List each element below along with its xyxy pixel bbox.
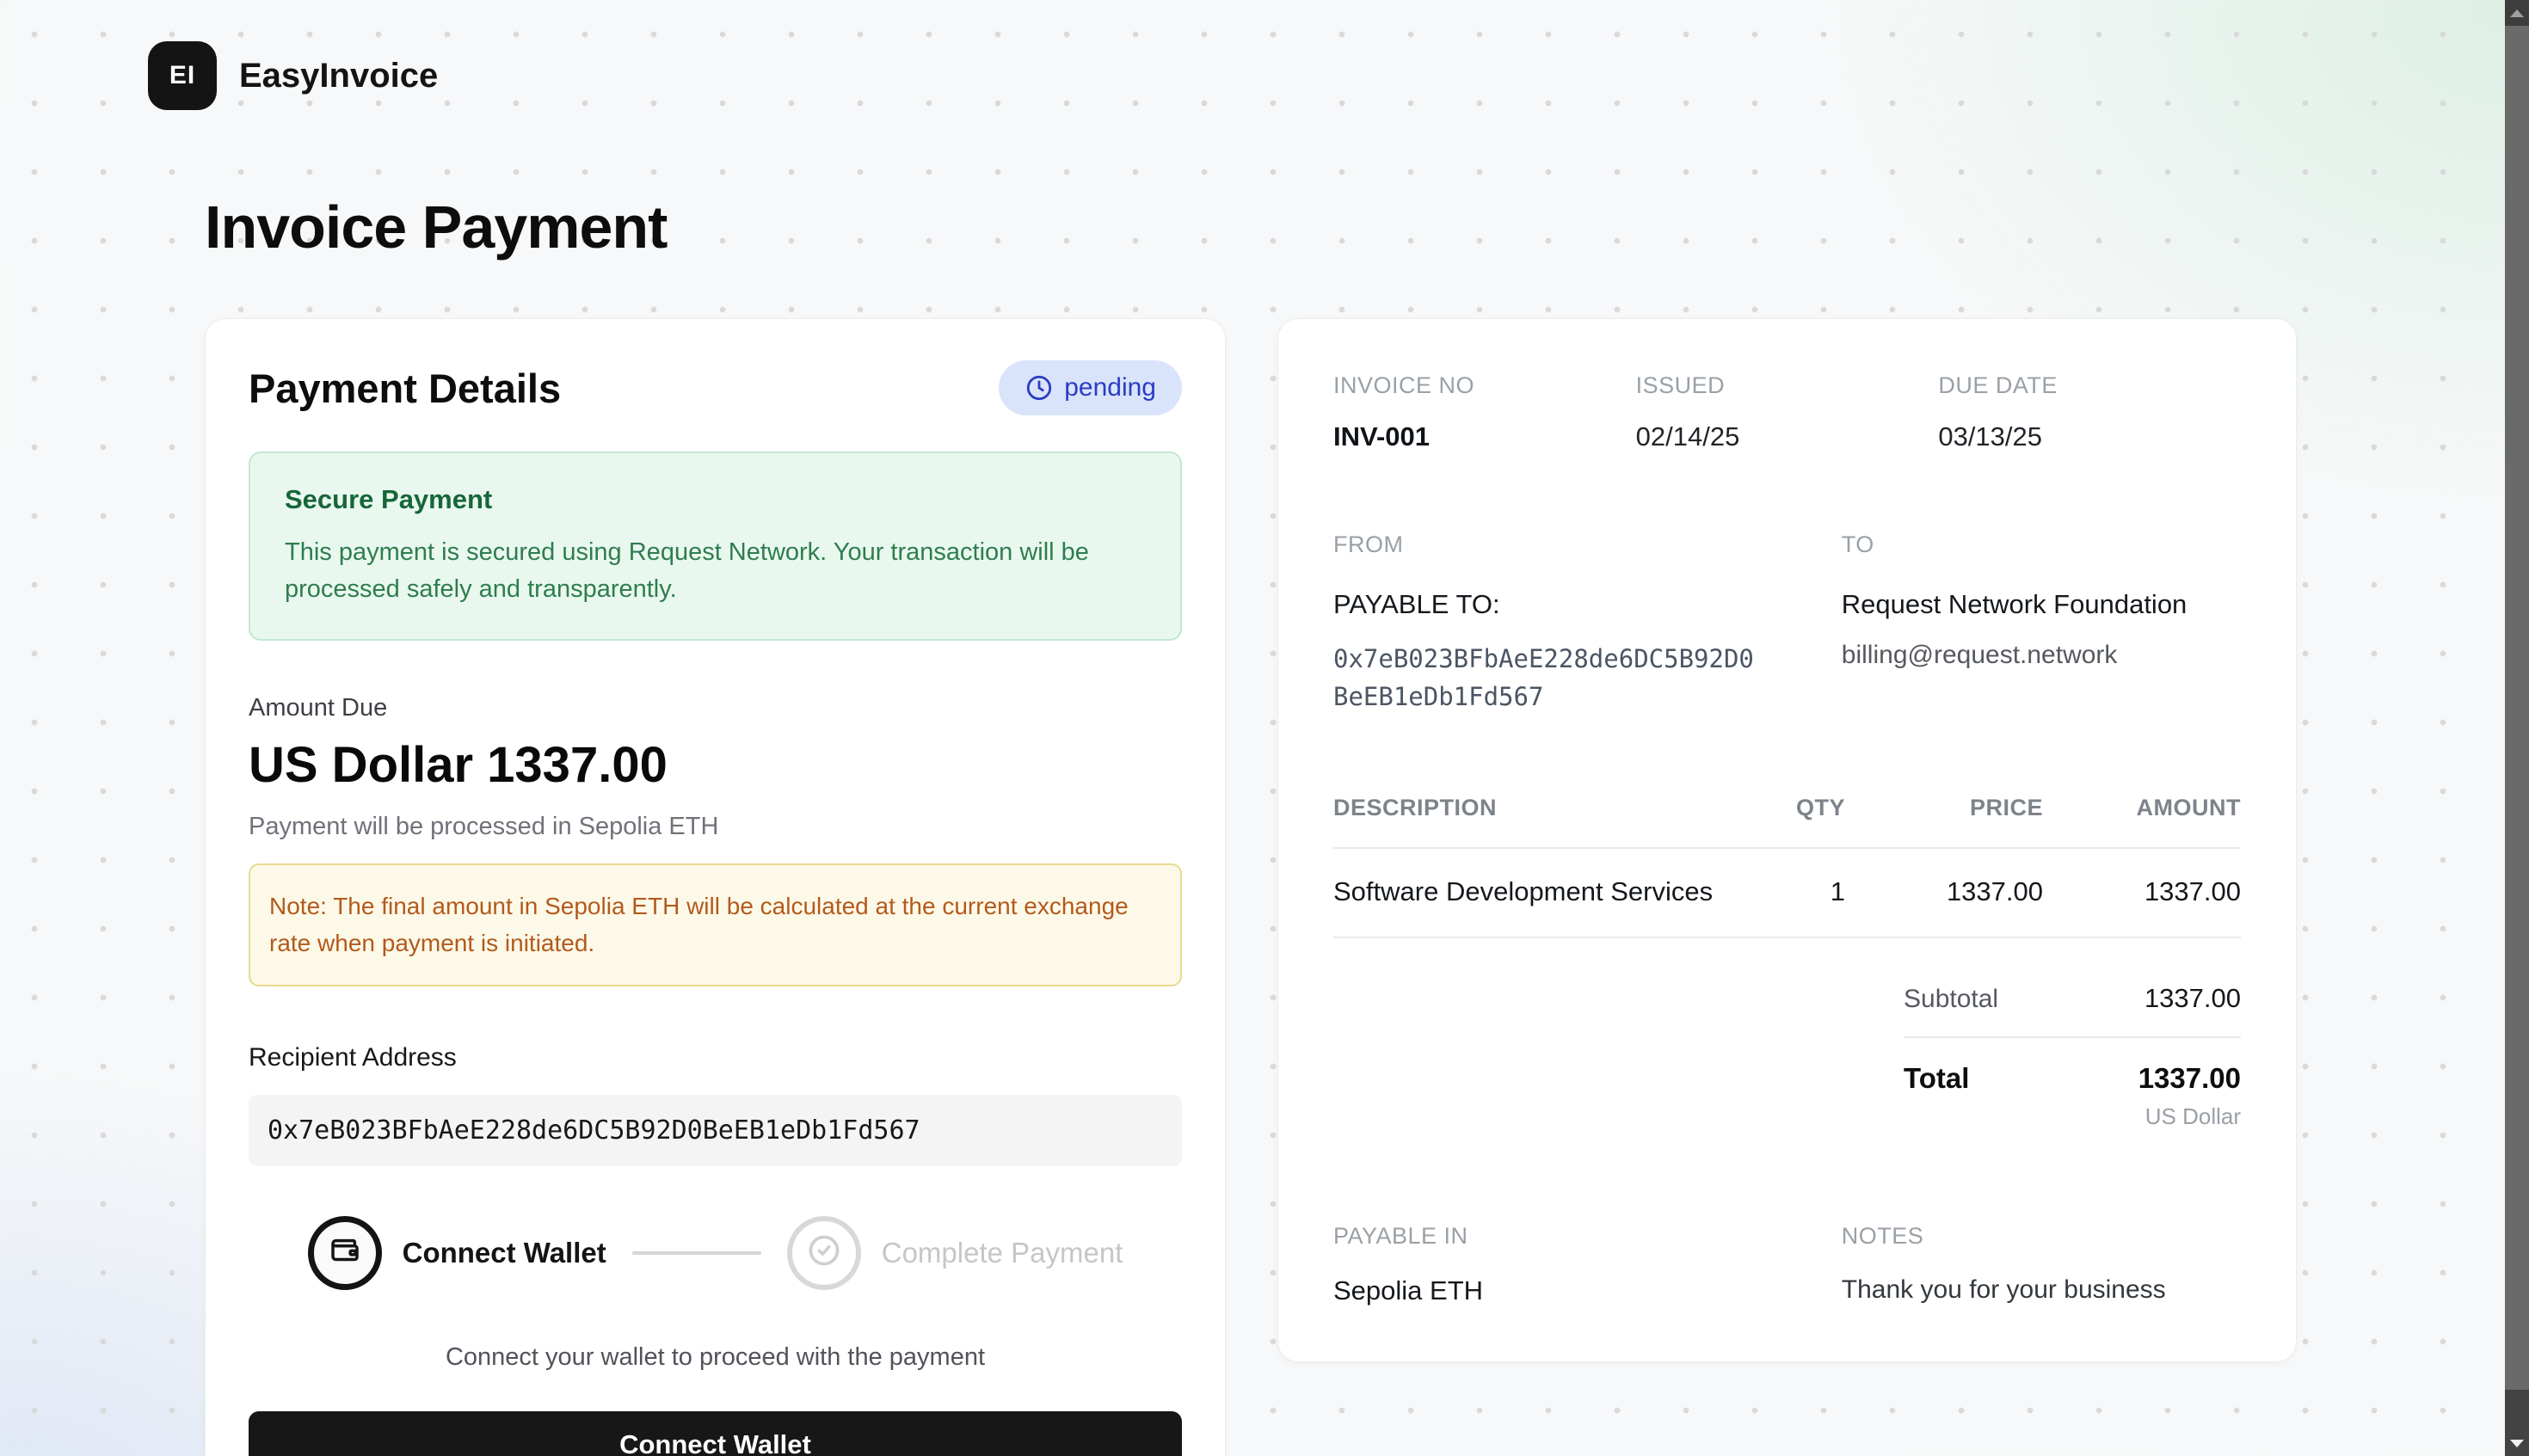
due-date-block: DUE DATE 03/13/25 [1938,372,2241,452]
totals-section: Subtotal 1337.00 Total 1337.00 US Dollar [1904,983,2241,1130]
invoice-no-label: INVOICE NO [1333,372,1475,398]
status-badge-label: pending [1064,373,1156,402]
header-qty: QTY [1795,795,1845,820]
header-price: PRICE [1969,795,2043,820]
from-block: FROM PAYABLE TO: 0x7eB023BFbAeE228de6DC5… [1333,531,1842,716]
line-items-header: DESCRIPTION QTY PRICE AMOUNT [1333,795,2241,849]
app-logo[interactable]: EI [148,41,217,110]
secure-payment-notice: Secure Payment This payment is secured u… [249,452,1182,641]
row-price: 1337.00 [1946,876,2043,906]
issued-block: ISSUED 02/14/25 [1636,372,1939,452]
notes-label: NOTES [1841,1223,1924,1249]
row-amount: 1337.00 [2144,876,2241,906]
step-connect-wallet-label: Connect Wallet [402,1236,606,1269]
from-label: FROM [1333,531,1404,557]
brand-name: EasyInvoice [239,56,439,95]
step-connector [631,1250,761,1255]
from-name: PAYABLE TO: [1333,589,1500,619]
chevron-up-icon [2510,9,2524,17]
clock-icon [1025,373,1054,402]
vertical-scrollbar[interactable] [2505,0,2529,1456]
secure-payment-body: This payment is secured using Request Ne… [285,538,1089,603]
wallet-helper-text: Connect your wallet to proceed with the … [445,1342,986,1371]
check-step-circle [786,1215,861,1290]
table-row: Software Development Services 1 1337.00 … [1333,849,2241,938]
secure-payment-title: Secure Payment [285,484,493,514]
header-amount: AMOUNT [2136,795,2241,820]
notes-block: NOTES Thank you for your business [1842,1223,2241,1306]
due-date-value: 03/13/25 [1938,421,2042,452]
issued-value: 02/14/25 [1635,421,1740,452]
line-items-table: DESCRIPTION QTY PRICE AMOUNT Software De… [1333,795,2241,938]
recipient-address-label: Recipient Address [249,1042,457,1072]
due-date-label: DUE DATE [1938,372,2058,398]
payable-in-block: PAYABLE IN Sepolia ETH [1333,1223,1842,1306]
invoice-summary-card: INVOICE NO INV-001 ISSUED 02/14/25 DUE D… [1277,318,2297,1362]
parties-section: FROM PAYABLE TO: 0x7eB023BFbAeE228de6DC5… [1333,531,2241,716]
total-row: Total 1337.00 [1904,1038,2241,1095]
subtotal-row: Subtotal 1337.00 [1904,983,2241,1038]
total-value: 1337.00 [2138,1062,2241,1094]
payment-steps: Connect Wallet Complete Payment [249,1215,1182,1290]
to-block: TO Request Network Foundation billing@re… [1842,531,2241,716]
invoice-meta: INVOICE NO INV-001 ISSUED 02/14/25 DUE D… [1333,372,2241,452]
header-description: DESCRIPTION [1333,795,1498,820]
subtotal-label: Subtotal [1904,985,1999,1013]
connect-wallet-button[interactable]: Connect Wallet [249,1410,1182,1456]
app-header: EI EasyInvoice [0,0,2529,110]
main-content: Invoice Payment Payment Details pending … [0,193,2529,1456]
step-complete-payment-label: Complete Payment [881,1236,1123,1269]
chevron-down-icon [2510,1439,2524,1447]
to-label: TO [1841,531,1874,557]
amount-due-subtext: Payment will be processed in Sepolia ETH [249,812,719,840]
wallet-step-circle [307,1215,382,1290]
row-description: Software Development Services [1333,876,1714,906]
subtotal-value: 1337.00 [2144,983,2241,1013]
issued-label: ISSUED [1635,372,1726,398]
app-logo-text: EI [169,61,196,89]
amount-due-value: US Dollar 1337.00 [249,736,668,793]
payment-details-title: Payment Details [249,365,562,411]
invoice-no-value: INV-001 [1333,421,1431,452]
step-connect-wallet: Connect Wallet [307,1215,606,1290]
scroll-down-button[interactable] [2505,1430,2529,1456]
scrollbar-thumb[interactable] [2505,26,2529,1390]
total-label: Total [1904,1062,1970,1094]
step-complete-payment: Complete Payment [786,1215,1123,1290]
invoice-no-block: INVOICE NO INV-001 [1333,372,1636,452]
payment-details-card: Payment Details pending Secure Payment T… [205,318,1226,1456]
recipient-address-field[interactable]: 0x7eB023BFbAeE228de6DC5B92D0BeEB1eDb1Fd5… [249,1094,1182,1166]
status-badge: pending [999,360,1182,415]
check-circle-icon [805,1232,843,1274]
payable-in-value: Sepolia ETH [1333,1275,1484,1305]
payable-in-label: PAYABLE IN [1333,1223,1468,1249]
to-email: billing@request.network [1841,641,2118,669]
page-title: Invoice Payment [205,194,668,261]
row-qty: 1 [1830,876,1845,906]
invoice-footer: PAYABLE IN Sepolia ETH NOTES Thank you f… [1333,1223,2241,1306]
to-name: Request Network Foundation [1841,589,2187,619]
from-address: 0x7eB023BFbAeE228de6DC5B92D0BeEB1eDb1Fd5… [1333,644,1754,711]
scroll-up-button[interactable] [2505,0,2529,26]
exchange-rate-note: Note: The final amount in Sepolia ETH wi… [249,863,1182,986]
notes-value: Thank you for your business [1841,1275,2166,1304]
amount-due-label: Amount Due [249,693,388,722]
wallet-icon [327,1232,363,1273]
total-currency: US Dollar [2144,1103,2241,1129]
